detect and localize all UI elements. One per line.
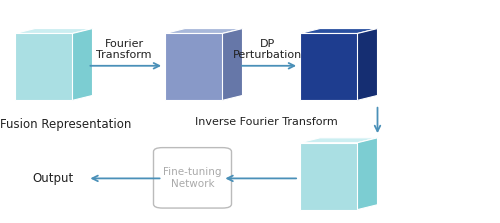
Text: DP
Perturbation: DP Perturbation — [233, 39, 302, 60]
Polygon shape — [300, 29, 378, 33]
Polygon shape — [165, 33, 222, 100]
Text: Output: Output — [32, 172, 74, 185]
Text: Fourier
Transform: Fourier Transform — [96, 39, 152, 60]
Polygon shape — [72, 29, 92, 100]
Text: Fusion Representation: Fusion Representation — [0, 118, 132, 131]
Text: Inverse Fourier Transform: Inverse Fourier Transform — [195, 117, 338, 126]
FancyBboxPatch shape — [154, 148, 232, 208]
Polygon shape — [300, 138, 378, 143]
Polygon shape — [358, 29, 378, 100]
Text: Fine-tuning
Network: Fine-tuning Network — [163, 167, 222, 189]
Polygon shape — [15, 33, 72, 100]
Polygon shape — [300, 143, 358, 210]
Polygon shape — [358, 138, 378, 210]
Polygon shape — [165, 29, 242, 33]
Polygon shape — [300, 33, 358, 100]
Polygon shape — [222, 29, 242, 100]
Polygon shape — [15, 29, 92, 33]
